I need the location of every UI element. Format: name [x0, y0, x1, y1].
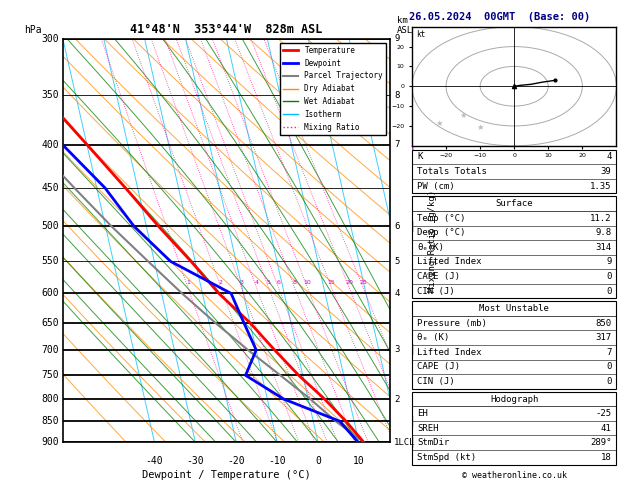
Text: 900: 900 [41, 437, 58, 447]
Text: 20: 20 [0, 485, 1, 486]
Text: 30: 30 [0, 485, 1, 486]
Text: 5: 5 [266, 280, 270, 285]
Text: 850: 850 [595, 319, 611, 328]
Text: CIN (J): CIN (J) [417, 287, 455, 295]
Text: 0: 0 [606, 287, 611, 295]
Text: 0: 0 [315, 456, 321, 466]
Text: 289°: 289° [590, 438, 611, 447]
Text: kt: kt [416, 30, 425, 39]
Text: 650: 650 [41, 318, 58, 328]
Text: EH: EH [417, 409, 428, 418]
Text: 314: 314 [595, 243, 611, 252]
Text: -25: -25 [595, 409, 611, 418]
Text: 4: 4 [254, 280, 259, 285]
Text: 317: 317 [595, 333, 611, 342]
Text: |: | [410, 437, 414, 448]
Title: 41°48'N  353°44'W  828m ASL: 41°48'N 353°44'W 828m ASL [130, 23, 323, 36]
Text: 10: 10 [303, 280, 311, 285]
Text: 39: 39 [601, 167, 611, 176]
Text: 3: 3 [239, 280, 243, 285]
Text: hPa: hPa [24, 25, 42, 35]
Text: Lifted Index: Lifted Index [417, 348, 482, 357]
Text: 5: 5 [394, 257, 399, 266]
Text: 15: 15 [328, 280, 335, 285]
Text: |: | [410, 139, 414, 150]
Text: 7: 7 [606, 348, 611, 357]
Text: Lifted Index: Lifted Index [417, 258, 482, 266]
Text: 11.2: 11.2 [590, 214, 611, 223]
Text: StmDir: StmDir [417, 438, 449, 447]
Text: Most Unstable: Most Unstable [479, 304, 549, 313]
Text: SREH: SREH [417, 424, 438, 433]
Text: Hodograph: Hodograph [490, 395, 538, 403]
Text: 450: 450 [41, 183, 58, 193]
Text: 0: 0 [606, 272, 611, 281]
Text: Surface: Surface [496, 199, 533, 208]
Text: Dewpoint / Temperature (°C): Dewpoint / Temperature (°C) [142, 470, 311, 481]
Text: 600: 600 [41, 288, 58, 298]
Text: 8: 8 [394, 91, 399, 100]
Text: 500: 500 [41, 222, 58, 231]
Text: 9: 9 [394, 35, 399, 43]
Text: |: | [410, 221, 414, 232]
Text: 20: 20 [345, 280, 353, 285]
Text: 25: 25 [359, 280, 367, 285]
Text: 1LCL: 1LCL [394, 438, 416, 447]
Text: 0: 0 [606, 363, 611, 371]
Text: km
ASL: km ASL [396, 16, 413, 35]
Text: ★: ★ [476, 123, 484, 132]
Text: CAPE (J): CAPE (J) [417, 272, 460, 281]
Text: -20: -20 [228, 456, 245, 466]
Text: Pressure (mb): Pressure (mb) [417, 319, 487, 328]
Text: θₑ (K): θₑ (K) [417, 333, 449, 342]
Legend: Temperature, Dewpoint, Parcel Trajectory, Dry Adiabat, Wet Adiabat, Isotherm, Mi: Temperature, Dewpoint, Parcel Trajectory… [280, 43, 386, 135]
Text: 750: 750 [41, 370, 58, 381]
Text: -30: -30 [187, 456, 204, 466]
Text: -10: -10 [269, 456, 286, 466]
Text: θₑ(K): θₑ(K) [417, 243, 444, 252]
Text: |: | [410, 416, 414, 427]
Text: 850: 850 [41, 417, 58, 426]
Text: 4: 4 [394, 289, 399, 298]
Text: 400: 400 [41, 139, 58, 150]
Text: -40: -40 [146, 456, 164, 466]
Text: 26.05.2024  00GMT  (Base: 00): 26.05.2024 00GMT (Base: 00) [409, 12, 591, 22]
Text: Totals Totals: Totals Totals [417, 167, 487, 176]
Text: 41: 41 [601, 424, 611, 433]
Text: 800: 800 [41, 394, 58, 404]
Text: |: | [410, 345, 414, 355]
Text: 3: 3 [394, 346, 399, 354]
Text: 9.8: 9.8 [595, 228, 611, 237]
Text: 550: 550 [41, 257, 58, 266]
Text: ★: ★ [459, 111, 467, 120]
Text: Dewp (°C): Dewp (°C) [417, 228, 465, 237]
Text: CAPE (J): CAPE (J) [417, 363, 460, 371]
Text: CIN (J): CIN (J) [417, 377, 455, 386]
Text: 6: 6 [394, 222, 399, 231]
Text: 9: 9 [606, 258, 611, 266]
Text: 0: 0 [606, 377, 611, 386]
Text: 350: 350 [41, 90, 58, 101]
Text: |: | [410, 34, 414, 44]
Text: 2: 2 [219, 280, 223, 285]
Text: K: K [417, 153, 423, 161]
Text: ★: ★ [435, 119, 443, 128]
Text: Temp (°C): Temp (°C) [417, 214, 465, 223]
Text: 8: 8 [292, 280, 296, 285]
Text: 2: 2 [394, 395, 399, 403]
Text: 1: 1 [186, 280, 190, 285]
Text: Mixing Ratio (g/kg): Mixing Ratio (g/kg) [428, 190, 437, 292]
Text: © weatheronline.co.uk: © weatheronline.co.uk [462, 471, 567, 480]
Text: StmSpd (kt): StmSpd (kt) [417, 453, 476, 462]
Text: 7: 7 [394, 140, 399, 149]
Text: 4: 4 [606, 153, 611, 161]
Text: 18: 18 [601, 453, 611, 462]
Text: |: | [410, 90, 414, 101]
Text: 10: 10 [353, 456, 365, 466]
Text: 1.35: 1.35 [590, 182, 611, 191]
Text: 6: 6 [276, 280, 281, 285]
Text: 700: 700 [41, 345, 58, 355]
Text: PW (cm): PW (cm) [417, 182, 455, 191]
Text: 300: 300 [41, 34, 58, 44]
